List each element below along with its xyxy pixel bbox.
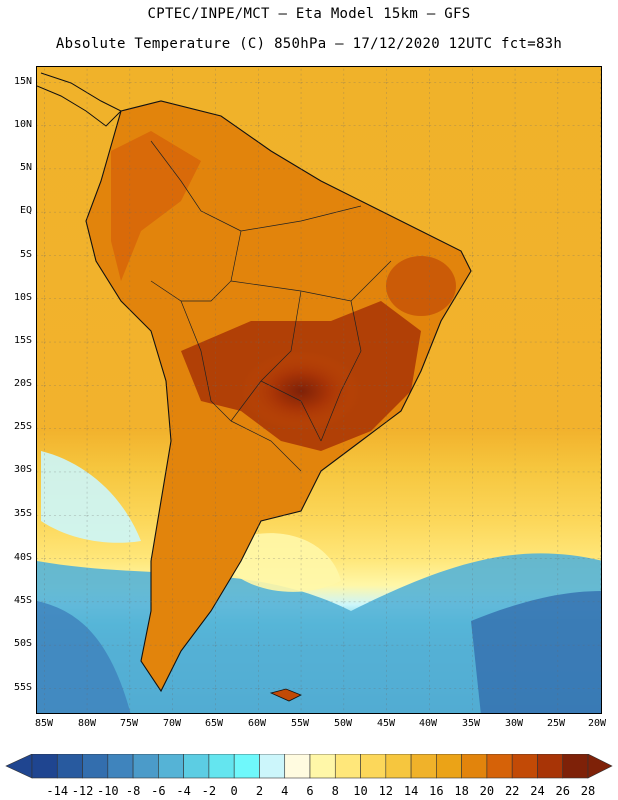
colorbar-label: 0 [230, 784, 238, 798]
colorbar-label: -14 [46, 784, 69, 798]
colorbar-swatch [259, 754, 286, 779]
lon-label-80w: 80W [77, 718, 97, 729]
colorbar-label: 28 [580, 784, 596, 798]
colorbar-swatch [284, 754, 311, 779]
lat-label-15s: 15S [13, 335, 32, 346]
colorbar-arrow-high [587, 754, 613, 779]
colorbar-label: 18 [454, 784, 469, 798]
lat-label-eq: EQ [19, 205, 32, 216]
colorbar-swatch [82, 754, 109, 779]
colorbar-swatch [31, 754, 58, 779]
lon-label-40w: 40W [418, 718, 438, 729]
colorbar-swatch [309, 754, 336, 779]
colorbar-label: 24 [530, 784, 545, 798]
lat-label-40s: 40S [13, 552, 32, 563]
temperature-map[interactable] [36, 66, 602, 714]
colorbar-label: -2 [201, 784, 217, 798]
colorbar-label: 10 [353, 784, 368, 798]
colorbar-swatch [385, 754, 412, 779]
lat-label-50s: 50S [13, 638, 32, 649]
colorbar-swatch [537, 754, 564, 779]
colorbar-label: 20 [479, 784, 495, 798]
colorbar-label: -10 [96, 784, 119, 798]
colorbar-label: -8 [125, 784, 141, 798]
colorbar-swatch [511, 754, 538, 779]
lon-label-70w: 70W [162, 718, 182, 729]
lat-label-5n: 5N [19, 162, 32, 173]
lon-label-60w: 60W [247, 718, 267, 729]
lat-label-5s: 5S [19, 249, 32, 260]
colorbar-swatch [436, 754, 462, 779]
colorbar-swatch [107, 754, 134, 779]
lon-label-65w: 65W [204, 718, 224, 729]
colorbar-label: 16 [429, 784, 444, 798]
lat-label-25s: 25S [13, 421, 32, 432]
lon-label-20w: 20W [587, 718, 607, 729]
colorbar-label: -12 [71, 784, 94, 798]
colorbar-label: 4 [281, 784, 289, 798]
colorbar-label: 12 [378, 784, 394, 798]
colorbar-label: -6 [151, 784, 166, 798]
lat-label-35s: 35S [13, 508, 32, 519]
colorbar-label: 8 [331, 784, 339, 798]
map-svg [37, 67, 601, 713]
colorbar-label: 6 [306, 784, 314, 798]
lon-label-35w: 35W [461, 718, 481, 729]
colorbar-swatch [461, 754, 488, 779]
colorbar-swatch [132, 754, 159, 779]
lat-label-10n: 10N [13, 119, 32, 130]
lon-label-45w: 45W [376, 718, 396, 729]
colorbar-arrow-low [5, 754, 33, 779]
colorbar-swatch [183, 754, 210, 779]
lat-label-30s: 30S [13, 464, 32, 475]
colorbar-label: -4 [176, 784, 191, 798]
colorbar-swatch [56, 754, 83, 779]
lat-label-15n: 15N [13, 76, 32, 87]
colorbar-label: 22 [504, 784, 520, 798]
title-line-2: Absolute Temperature (C) 850hPa – 17/12/… [55, 36, 563, 52]
lon-label-75w: 75W [119, 718, 139, 729]
colorbar-swatch [360, 754, 387, 779]
lat-label-55s: 55S [13, 682, 32, 693]
lon-label-55w: 55W [290, 718, 310, 729]
colorbar [5, 754, 613, 779]
lat-label-20s: 20S [13, 378, 32, 389]
lat-label-10s: 10S [13, 292, 32, 303]
colorbar-label: 26 [555, 784, 570, 798]
lon-label-50w: 50W [333, 718, 353, 729]
colorbar-swatch [334, 754, 361, 779]
colorbar-swatch [233, 754, 260, 779]
colorbar-label: 2 [255, 784, 264, 798]
colorbar-swatch [562, 754, 589, 779]
graticule [37, 67, 601, 713]
title-line-1: CPTEC/INPE/MCT – Eta Model 15km – GFS [147, 6, 471, 22]
colorbar-swatch [410, 754, 437, 779]
lat-label-45s: 45S [13, 595, 32, 606]
lon-label-25w: 25W [546, 718, 566, 729]
lon-label-85w: 85W [34, 718, 54, 729]
colorbar-label: 14 [403, 784, 419, 798]
colorbar-swatch [208, 754, 235, 779]
lon-label-30w: 30W [504, 718, 524, 729]
colorbar-swatch [486, 754, 513, 779]
colorbar-swatch [158, 754, 184, 779]
